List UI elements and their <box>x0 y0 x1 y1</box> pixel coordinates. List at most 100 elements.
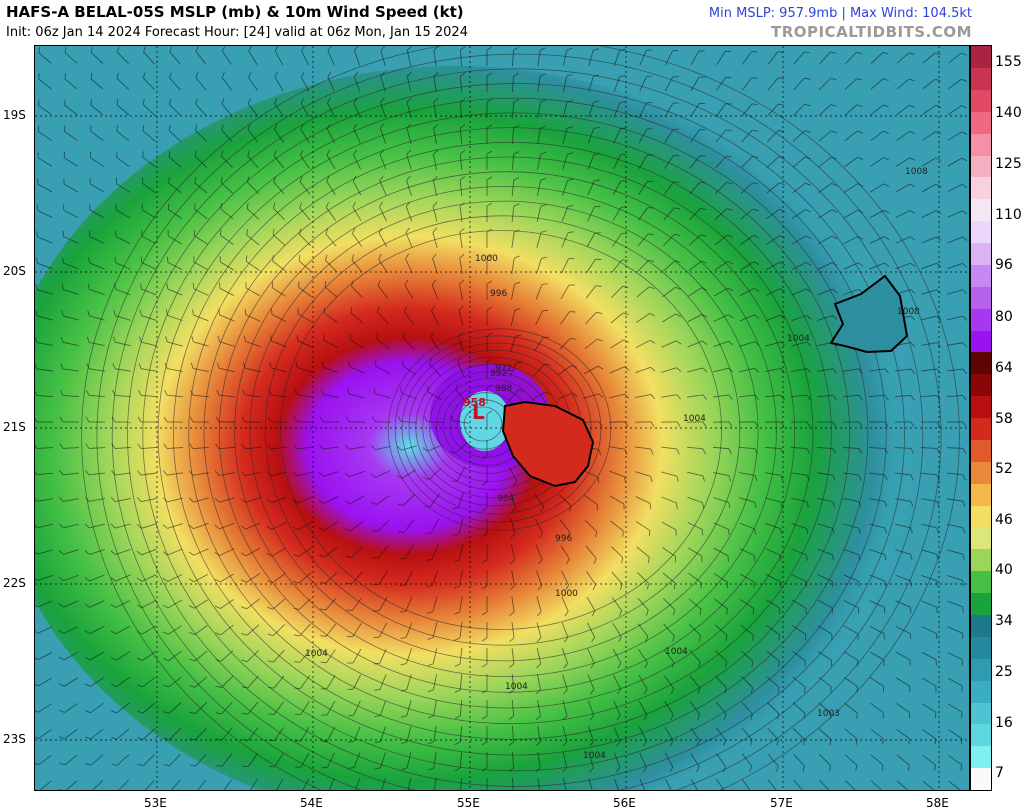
colorbar-label: 155 <box>995 54 1022 70</box>
wind-barb <box>557 392 578 400</box>
wind-barb <box>766 235 786 245</box>
wind-barb <box>352 175 362 196</box>
wind-barb <box>511 177 520 197</box>
wind-barb <box>189 650 208 662</box>
wind-barb <box>713 547 729 562</box>
wind-barb <box>739 548 756 562</box>
wind-barb <box>292 547 312 557</box>
wind-barb <box>299 176 311 195</box>
wind-barb <box>194 203 208 220</box>
wind-barb <box>240 471 261 477</box>
wind-barb <box>242 753 258 768</box>
wind-barb <box>636 286 655 298</box>
wind-barb <box>85 780 104 790</box>
wind-barb <box>433 149 439 170</box>
wind-barb <box>319 572 338 585</box>
wind-barb <box>868 394 889 401</box>
wind-barb <box>241 598 260 610</box>
wind-barb <box>486 332 493 352</box>
wind-barb <box>137 702 156 714</box>
isobar-label: 1008 <box>897 307 920 317</box>
wind-barb <box>665 49 679 66</box>
wind-barb <box>948 754 962 771</box>
wind-barb <box>844 702 858 719</box>
isobar-label: 1004 <box>505 682 528 692</box>
wind-barb <box>817 368 838 374</box>
wind-barb <box>817 599 833 614</box>
wind-barb <box>137 470 157 476</box>
wind-barb <box>353 97 361 118</box>
wind-barb <box>266 522 287 530</box>
wind-barb <box>454 751 463 771</box>
isobar <box>96 53 942 790</box>
wind-barb <box>35 310 53 321</box>
wind-barb <box>947 677 963 692</box>
wind-barb <box>690 752 700 773</box>
wind-barb <box>921 183 942 193</box>
wind-barb <box>215 624 234 636</box>
wind-barb <box>427 386 443 401</box>
wind-barb <box>37 125 52 141</box>
wind-barb <box>792 625 807 641</box>
wind-barb <box>58 703 78 713</box>
wind-barb <box>895 549 913 561</box>
wind-barb <box>298 281 312 298</box>
colorbar-segment <box>971 264 991 287</box>
wind-barb <box>690 727 700 747</box>
wind-barb <box>686 421 707 428</box>
wind-barb <box>486 202 493 222</box>
wind-barb <box>818 676 832 693</box>
colorbar-label: 52 <box>995 461 1013 477</box>
wind-barb <box>588 752 594 773</box>
wind-barb <box>714 208 733 220</box>
wind-barb <box>791 523 809 535</box>
wind-barb <box>216 389 235 398</box>
wind-barb <box>739 314 760 322</box>
wind-barb <box>215 443 236 450</box>
wind-barb <box>35 523 53 529</box>
wind-barb <box>86 336 105 347</box>
wind-barb <box>535 700 541 721</box>
wind-barb <box>687 547 703 562</box>
wind-barb <box>267 624 286 637</box>
wind-barb <box>111 728 130 740</box>
isobar <box>188 141 832 725</box>
wind-barb <box>318 521 338 531</box>
wind-barb <box>188 624 208 636</box>
wind-barb <box>561 622 569 643</box>
wind-barb <box>613 48 626 66</box>
wind-barb <box>688 287 708 297</box>
wind-barb <box>612 648 622 669</box>
wind-barb <box>61 310 79 321</box>
wind-barb <box>586 571 596 591</box>
wind-barb <box>167 230 183 245</box>
wind-barb <box>459 777 463 790</box>
wind-barb <box>266 572 286 584</box>
wind-barb <box>459 124 466 145</box>
wind-barb <box>870 728 884 745</box>
wind-barb <box>842 421 863 428</box>
wind-barb <box>817 497 836 508</box>
wind-barb <box>400 622 413 639</box>
wind-barb <box>740 182 759 194</box>
wind-barb <box>535 309 549 326</box>
wind-barb <box>268 752 284 768</box>
wind-barb <box>947 131 968 141</box>
wind-barb <box>715 129 732 143</box>
wind-barb <box>689 207 707 221</box>
wind-barb <box>559 311 576 325</box>
wind-barb <box>895 262 916 270</box>
wind-barb <box>509 622 515 642</box>
isobar-label: 1004 <box>787 334 810 344</box>
wind-barb <box>662 598 676 616</box>
wind-barb <box>511 46 519 67</box>
wind-barb <box>268 389 287 398</box>
wind-barb <box>347 700 361 717</box>
wind-barb <box>635 366 656 374</box>
wind-barb <box>137 416 158 423</box>
wind-barb <box>58 677 79 687</box>
wind-barb <box>347 674 362 690</box>
wind-barb <box>163 728 182 741</box>
wind-barb <box>427 674 438 693</box>
wind-barb <box>350 307 364 324</box>
